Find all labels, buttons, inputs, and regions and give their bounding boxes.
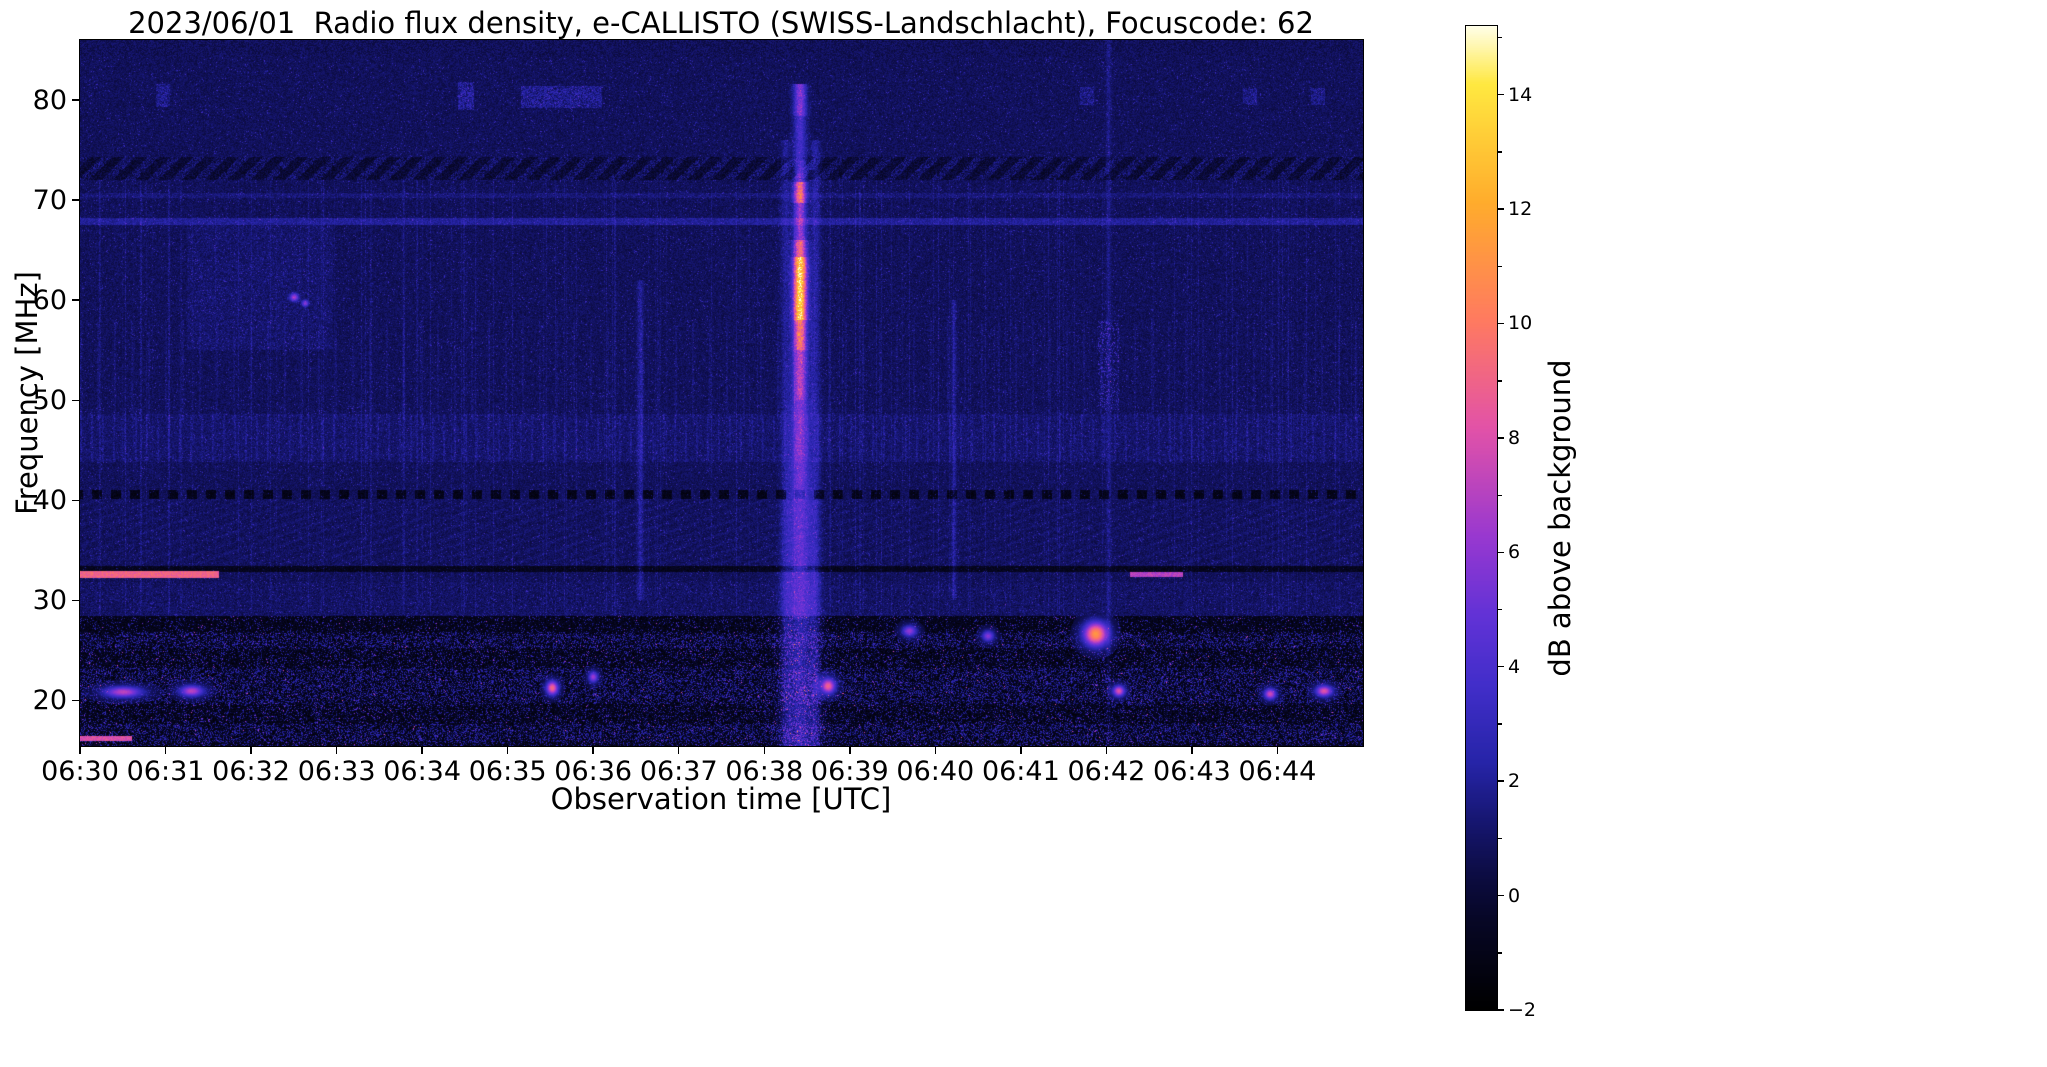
x-tick-mark — [1276, 747, 1279, 754]
x-tick-mark — [79, 747, 81, 754]
colorbar-minor-tick-mark — [1498, 265, 1502, 268]
x-tick-mark — [677, 747, 680, 754]
y-tick-mark — [72, 699, 79, 702]
colorbar-tick-label: 12 — [1508, 198, 1533, 221]
x-tick-mark — [1105, 747, 1108, 754]
x-tick-label: 06:43 — [1153, 756, 1231, 787]
x-tick-label: 06:31 — [126, 756, 205, 787]
colorbar-tick-label: 10 — [1508, 312, 1533, 335]
colorbar-minor-tick-mark — [1498, 837, 1502, 840]
colorbar-minor-tick-mark — [1498, 608, 1502, 611]
x-tick-label: 06:39 — [810, 756, 889, 787]
colorbar-tick-label: −2 — [1508, 999, 1537, 1021]
x-tick-label: 06:37 — [639, 756, 718, 787]
spectrogram-canvas — [79, 39, 1364, 747]
colorbar-tick-mark — [1498, 322, 1504, 325]
x-tick-mark — [250, 747, 252, 754]
y-tick-label: 20 — [32, 685, 67, 717]
colorbar-tick-label: 8 — [1508, 426, 1521, 449]
x-tick-mark — [763, 747, 766, 754]
y-tick-mark — [72, 399, 79, 401]
colorbar-minor-tick-mark — [1498, 151, 1502, 153]
colorbar-minor-tick-mark — [1498, 494, 1502, 497]
y-tick-mark — [72, 99, 79, 101]
y-tick-mark — [72, 499, 79, 502]
x-tick-label: 06:44 — [1238, 756, 1317, 787]
y-tick-label: 60 — [32, 285, 67, 317]
colorbar-minor-tick-mark — [1498, 36, 1502, 39]
y-tick-mark — [72, 199, 79, 201]
colorbar-canvas — [1465, 25, 1498, 1011]
x-tick-mark — [592, 747, 594, 754]
x-tick-mark — [164, 747, 167, 754]
colorbar-tick-mark — [1498, 1009, 1504, 1011]
y-tick-label: 80 — [32, 85, 67, 117]
colorbar-tick-mark — [1498, 437, 1504, 439]
colorbar-minor-tick-mark — [1498, 723, 1502, 725]
colorbar-tick-mark — [1498, 551, 1504, 554]
y-tick-label: 70 — [32, 185, 67, 217]
x-tick-mark — [934, 747, 937, 754]
colorbar-minor-tick-mark — [1498, 952, 1502, 954]
x-tick-label: 06:33 — [297, 756, 376, 787]
colorbar-label: dB above background — [1543, 359, 1577, 677]
colorbar-tick-mark — [1498, 665, 1504, 668]
x-tick-mark — [506, 747, 509, 754]
colorbar-minor-tick-mark — [1498, 380, 1502, 382]
colorbar-tick-label: 0 — [1508, 884, 1521, 907]
x-tick-label: 06:36 — [554, 756, 633, 787]
colorbar-tick-label: 4 — [1508, 655, 1521, 678]
x-tick-label: 06:30 — [41, 756, 119, 787]
x-tick-mark — [335, 747, 338, 754]
x-tick-mark — [1191, 747, 1193, 754]
y-tick-mark — [72, 299, 79, 301]
colorbar-tick-label: 6 — [1508, 541, 1521, 564]
y-tick-label: 40 — [32, 485, 67, 517]
x-tick-label: 06:34 — [383, 756, 462, 787]
x-tick-mark — [421, 747, 423, 754]
colorbar-tick-mark — [1498, 208, 1504, 210]
y-tick-label: 30 — [32, 585, 67, 617]
x-tick-label: 06:40 — [896, 756, 975, 787]
colorbar-tick-mark — [1498, 780, 1504, 782]
colorbar-tick-label: 14 — [1508, 83, 1533, 106]
x-axis-label: Observation time [UTC] — [550, 782, 892, 816]
colorbar-tick-mark — [1498, 894, 1504, 897]
colorbar-tick-label: 2 — [1508, 770, 1521, 793]
x-tick-label: 06:42 — [1067, 756, 1146, 787]
colorbar-tick-mark — [1498, 93, 1504, 96]
chart-title: 2023/06/01 Radio flux density, e-CALLIST… — [128, 6, 1314, 40]
y-tick-label: 50 — [32, 385, 67, 417]
x-tick-label: 06:38 — [725, 756, 804, 787]
x-tick-mark — [1020, 747, 1022, 754]
x-tick-label: 06:32 — [212, 756, 290, 787]
x-tick-label: 06:41 — [981, 756, 1060, 787]
y-tick-mark — [72, 599, 79, 602]
x-tick-label: 06:35 — [468, 756, 547, 787]
x-tick-mark — [849, 747, 851, 754]
